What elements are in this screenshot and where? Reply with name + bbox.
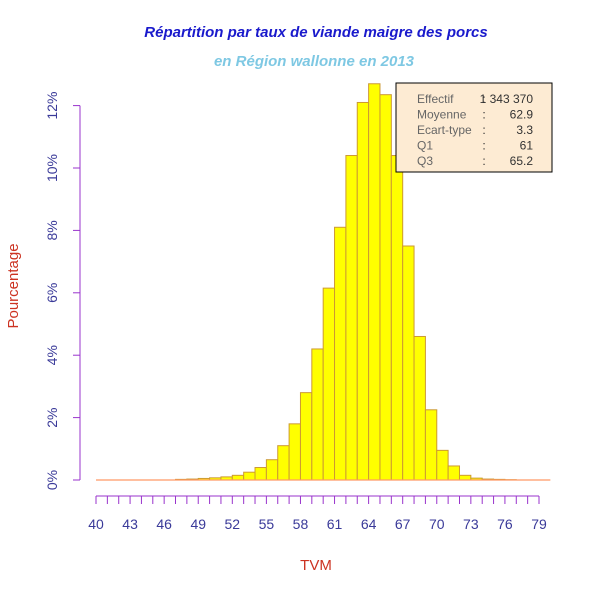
x-tick-label: 76 [497, 516, 513, 532]
stats-label: Q3 [417, 154, 433, 168]
stats-value: 65.2 [510, 154, 534, 168]
histogram-bar [458, 474, 472, 481]
histogram-bar [345, 155, 358, 481]
histogram-bar [322, 287, 336, 481]
histogram-bar [390, 155, 404, 481]
histogram-bar [436, 449, 449, 481]
stats-value: 1 343 370 [480, 92, 534, 106]
stats-value: 3.3 [516, 123, 533, 137]
x-tick-label: 61 [327, 516, 343, 532]
x-tick-label: 73 [463, 516, 479, 532]
bars-group [96, 83, 551, 481]
chart-title: Répartition par taux de viande maigre de… [144, 24, 487, 41]
x-tick-label: 49 [190, 516, 206, 532]
x-tick-label: 55 [259, 516, 275, 532]
x-axis: 40 43 46 49 52 55 58 61 64 67 70 73 76 79 [88, 495, 547, 532]
histogram-bar [231, 474, 245, 481]
x-tick-label: 58 [293, 516, 309, 532]
stats-separator: : [482, 139, 485, 153]
y-axis-title: Pourcentage [5, 243, 22, 328]
y-axis: 0% 2% 4% 6% 8% 10% 12% [44, 92, 81, 490]
histogram-bar [379, 94, 392, 481]
histogram-bar [356, 101, 370, 481]
y-tick-label: 6% [44, 283, 60, 303]
x-tick-label: 79 [531, 516, 547, 532]
histogram-bar [299, 392, 313, 481]
x-tick-label: 46 [156, 516, 172, 532]
histogram-bar [265, 459, 279, 481]
x-tick-label: 67 [395, 516, 411, 532]
stats-label: Moyenne [417, 108, 467, 122]
y-tick-label: 4% [44, 345, 60, 365]
x-tick-label: 40 [88, 516, 104, 532]
x-tick-label: 64 [361, 516, 377, 532]
x-tick-label: 52 [225, 516, 241, 532]
histogram-bar [447, 465, 460, 481]
stats-separator: : [482, 154, 485, 168]
stats-label: Ecart-type [417, 123, 472, 137]
stats-separator: : [482, 108, 485, 122]
y-tick-label: 8% [44, 220, 60, 240]
histogram-bar [424, 409, 438, 481]
stats-value: 62.9 [510, 108, 534, 122]
stats-box: Effectif:1 343 370Moyenne:62.9Ecart-type… [395, 82, 553, 173]
x-tick-label: 70 [429, 516, 445, 532]
histogram-bar [243, 471, 256, 481]
stats-separator: : [482, 123, 485, 137]
stats-label: Effectif [417, 92, 454, 106]
stats-box-frame [395, 82, 553, 173]
histogram-bar [413, 335, 426, 481]
x-axis-title: TVM [300, 557, 332, 574]
y-tick-label: 10% [44, 154, 60, 182]
y-tick-label: 2% [44, 407, 60, 427]
y-tick-label: 12% [44, 92, 60, 120]
histogram-bar [288, 423, 301, 481]
histogram-bar [311, 348, 324, 481]
stats-value: 61 [520, 139, 534, 153]
chart-subtitle: en Région wallonne en 2013 [214, 53, 415, 70]
y-tick-label: 0% [44, 470, 60, 490]
stats-separator: : [482, 92, 485, 106]
histogram-bar [402, 245, 415, 481]
histogram-bar [368, 83, 381, 481]
histogram-bar [334, 226, 347, 481]
stats-label: Q1 [417, 139, 433, 153]
histogram-bar [254, 467, 267, 481]
histogram-bar [277, 445, 290, 481]
x-tick-label: 43 [122, 516, 138, 532]
